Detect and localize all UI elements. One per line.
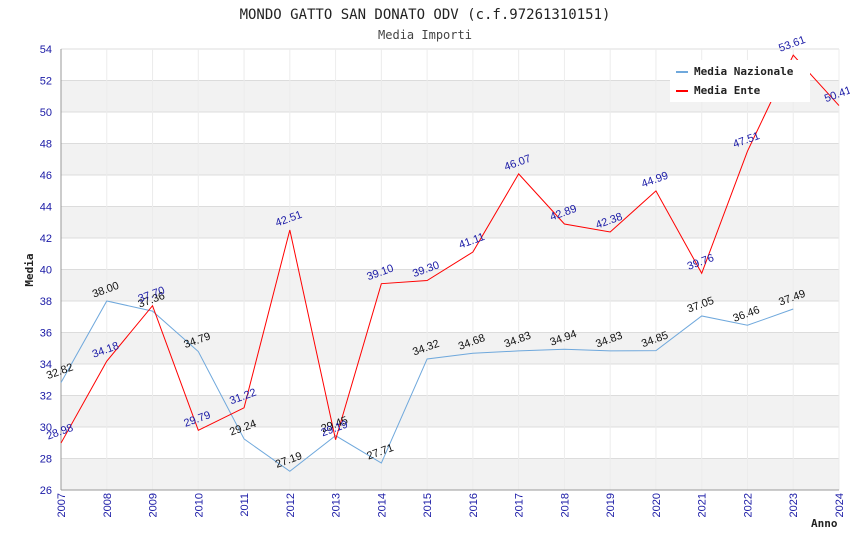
y-tick-label: 50: [40, 107, 52, 119]
y-tick-label: 26: [40, 485, 52, 497]
x-tick-label: 2022: [742, 493, 754, 517]
series-line-media-nazionale: [60, 300, 794, 472]
x-tick-label: 2021: [697, 493, 709, 517]
y-axis-label: Media: [23, 253, 36, 286]
legend-label-media-nazionale: Media Nazionale: [694, 65, 794, 78]
y-tick-label: 54: [40, 44, 52, 56]
y-tick-label: 46: [40, 170, 52, 182]
y-tick-label: 36: [40, 328, 52, 340]
x-tick-label: 2011: [239, 493, 251, 517]
x-tick-label: 2015: [422, 493, 434, 517]
legend-box: [670, 60, 810, 102]
x-tick-label: 2012: [285, 493, 297, 517]
legend-label-media-ente: Media Ente: [694, 84, 761, 97]
x-tick-label: 2013: [331, 493, 343, 517]
data-label-media-ente: 53.61: [777, 34, 807, 55]
plot-band: [61, 269, 839, 301]
y-axis-ticks: 26 28 30 32 34 36 38 40 42 44 46 48 50 52 54: [40, 44, 52, 497]
y-tick-label: 28: [40, 454, 52, 466]
plot-band: [61, 395, 839, 427]
y-tick-label: 44: [40, 202, 52, 214]
x-tick-label: 2018: [559, 493, 571, 517]
plot-background-bands: [61, 80, 839, 490]
legend: Media Nazionale Media Ente: [670, 60, 810, 102]
y-tick-label: 42: [40, 233, 52, 245]
x-tick-label: 2007: [56, 493, 68, 517]
y-tick-label: 48: [40, 139, 52, 151]
y-tick-label: 40: [40, 265, 52, 277]
y-tick-label: 34: [40, 359, 52, 371]
chart-title: MONDO GATTO SAN DONATO ODV (c.f.97261310…: [240, 7, 611, 23]
plot-band: [61, 206, 839, 238]
x-tick-label: 2010: [193, 493, 205, 517]
y-tick-label: 38: [40, 296, 52, 308]
series-line-media-ente: [60, 54, 840, 444]
x-tick-label: 2014: [376, 493, 388, 517]
x-tick-label: 2008: [102, 493, 114, 517]
plot-band: [61, 332, 839, 364]
x-tick-label: 2017: [514, 493, 526, 517]
x-tick-label: 2016: [468, 493, 480, 517]
series-lines: [60, 54, 840, 472]
x-tick-label: 2019: [605, 493, 617, 517]
x-axis-label: Anno: [811, 517, 838, 530]
x-axis-ticks: 2007 2008 2009 2010 2011 2012 2013 2014 2015 2016…: [56, 493, 846, 517]
y-tick-label: 52: [40, 76, 52, 88]
plot-band: [61, 458, 839, 490]
x-tick-label: 2009: [148, 493, 160, 517]
y-tick-label: 32: [40, 391, 52, 403]
x-tick-label: 2024: [834, 493, 846, 517]
grid-lines: [60, 48, 840, 491]
chart-subtitle: Media Importi: [378, 28, 472, 42]
x-tick-label: 2023: [788, 493, 800, 517]
x-tick-label: 2020: [651, 493, 663, 517]
y-tick-label: 30: [40, 422, 52, 434]
plot-band: [61, 143, 839, 175]
